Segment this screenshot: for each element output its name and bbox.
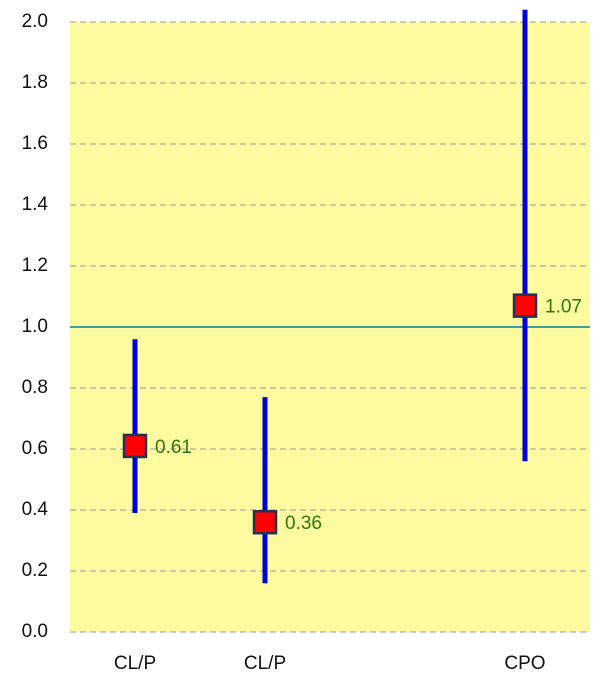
y-tick-label: 1.6 — [22, 133, 48, 154]
value-label: 1.07 — [545, 297, 582, 318]
y-tick-label: 0.8 — [22, 377, 48, 398]
point-marker — [122, 433, 148, 459]
y-tick-label: 1.4 — [22, 194, 49, 215]
value-label: 0.61 — [155, 437, 192, 458]
y-tick-label: 0.0 — [22, 621, 48, 642]
y-tick-label: 1.0 — [22, 316, 48, 337]
value-label: 0.36 — [285, 513, 322, 534]
y-tick-label: 1.2 — [22, 255, 48, 276]
point-marker — [252, 509, 278, 535]
x-tick-label: CL/P — [244, 653, 286, 674]
y-tick-label: 0.4 — [22, 499, 49, 520]
point-marker — [512, 293, 538, 318]
y-tick-label: 0.2 — [22, 560, 48, 581]
x-tick-label: CL/P — [114, 653, 156, 674]
y-tick-label: 0.6 — [22, 438, 48, 459]
y-tick-label: 2.0 — [22, 11, 48, 32]
x-tick-label: CPO — [504, 653, 545, 674]
y-tick-label: 1.8 — [22, 72, 48, 93]
